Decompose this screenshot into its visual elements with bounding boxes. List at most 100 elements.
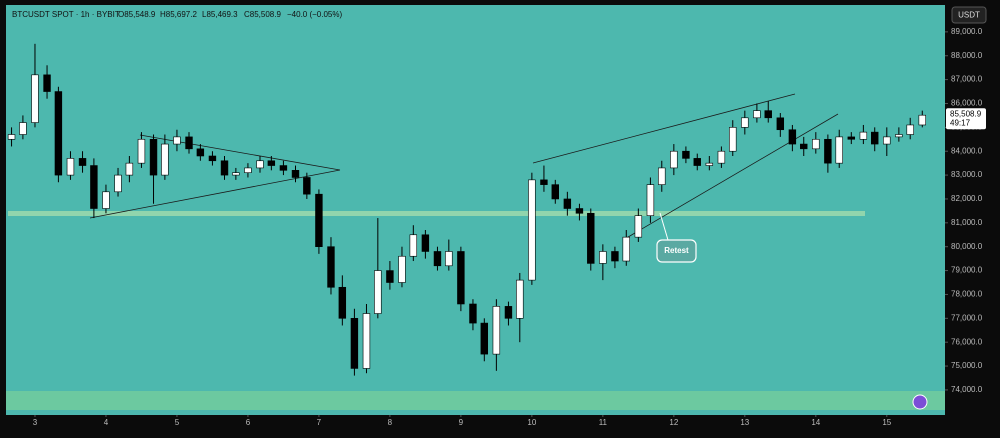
candle-body bbox=[185, 136, 193, 150]
y-tick-label: 87,000.0 bbox=[951, 75, 983, 84]
currency-button[interactable] bbox=[951, 6, 987, 24]
candle-body bbox=[634, 215, 643, 238]
candle-body bbox=[43, 74, 51, 92]
candle-body bbox=[800, 143, 808, 150]
y-tick-label: 78,000.0 bbox=[951, 290, 983, 299]
candle-body bbox=[741, 117, 749, 128]
candle-body bbox=[492, 306, 501, 355]
candle-body bbox=[232, 172, 240, 176]
x-tick-label: 3 bbox=[33, 418, 38, 427]
candle-body bbox=[575, 208, 584, 214]
callout-pointer bbox=[659, 212, 669, 241]
candle-body bbox=[528, 179, 536, 281]
x-tick-label: 5 bbox=[175, 418, 180, 427]
candle-body bbox=[682, 150, 690, 159]
candle-body bbox=[871, 131, 879, 145]
candle-body bbox=[125, 162, 134, 176]
candle-body bbox=[350, 318, 359, 369]
candle-body bbox=[256, 160, 264, 169]
candle-body bbox=[173, 136, 181, 145]
candle-body bbox=[611, 251, 619, 262]
ohlc-high: H85,697.2 bbox=[160, 10, 197, 19]
candle-body bbox=[824, 138, 832, 164]
candle-body bbox=[267, 160, 276, 166]
candle-body bbox=[551, 184, 560, 200]
y-tick-label: 81,000.0 bbox=[951, 218, 983, 227]
app-icon[interactable] bbox=[912, 394, 928, 410]
candle-body bbox=[812, 138, 820, 150]
candle-body bbox=[149, 138, 158, 176]
candle-body bbox=[338, 286, 347, 319]
candle-body bbox=[19, 122, 27, 135]
candle-body bbox=[386, 270, 394, 283]
y-tick-label: 89,000.0 bbox=[951, 27, 983, 36]
trendline bbox=[622, 113, 839, 241]
candle-body bbox=[563, 198, 572, 209]
candle-body bbox=[895, 134, 903, 138]
candle-body bbox=[622, 236, 630, 262]
candle-body bbox=[114, 174, 122, 193]
candle-body bbox=[480, 322, 489, 355]
x-tick-label: 7 bbox=[317, 418, 322, 427]
y-tick-label: 86,000.0 bbox=[951, 99, 983, 108]
candle-body bbox=[883, 136, 891, 145]
candle-body bbox=[327, 246, 335, 288]
candle-body bbox=[315, 193, 323, 248]
candle-body bbox=[906, 124, 914, 135]
y-tick-label: 84,000.0 bbox=[951, 146, 983, 155]
candle-body bbox=[220, 160, 229, 176]
plot-background bbox=[6, 5, 945, 415]
annotation: Retest bbox=[664, 246, 689, 255]
price-tag: 85,508.9 bbox=[950, 109, 982, 118]
candle-body bbox=[362, 313, 371, 369]
y-tick-label: 83,000.0 bbox=[951, 170, 983, 179]
candle-body bbox=[859, 131, 868, 140]
candle-body bbox=[516, 279, 524, 319]
x-tick-label: 9 bbox=[459, 418, 464, 427]
symbol: BTCUSDT SPOT · 1h · BYBIT bbox=[12, 10, 120, 19]
callout-box bbox=[656, 239, 697, 263]
level-band bbox=[8, 211, 865, 216]
trendline bbox=[532, 93, 796, 164]
candle-body bbox=[658, 167, 666, 185]
y-tick-label: 88,000.0 bbox=[951, 51, 983, 60]
ohlc-open: O85,548.9 bbox=[118, 10, 156, 19]
candle-body bbox=[78, 158, 87, 166]
currency[interactable]: USDT bbox=[958, 11, 980, 20]
x-tick-label: 10 bbox=[527, 418, 536, 427]
candle-body bbox=[54, 91, 63, 176]
candle-body bbox=[753, 110, 761, 119]
candle-body bbox=[599, 251, 607, 264]
candle-body bbox=[693, 158, 701, 166]
candle-body bbox=[540, 179, 548, 185]
candle-body bbox=[646, 184, 655, 216]
x-tick-label: 13 bbox=[740, 418, 749, 427]
candle-body bbox=[279, 165, 288, 171]
candle-body bbox=[7, 134, 16, 140]
candle-body bbox=[291, 170, 300, 178]
candle-body bbox=[776, 117, 785, 131]
candle-body bbox=[208, 155, 217, 162]
candle-body bbox=[161, 143, 169, 176]
candle-body bbox=[764, 110, 772, 119]
candle-body bbox=[421, 234, 430, 252]
candle-body bbox=[137, 138, 146, 164]
x-tick-label: 15 bbox=[882, 418, 891, 427]
candle-body bbox=[717, 150, 726, 164]
candle-body bbox=[729, 127, 737, 152]
x-tick-label: 14 bbox=[811, 418, 820, 427]
y-tick-label: 82,000.0 bbox=[951, 194, 983, 203]
candle-body bbox=[705, 162, 714, 166]
ohlc-change: −40.0 (−0.05%) bbox=[287, 10, 342, 19]
y-tick-label: 80,000.0 bbox=[951, 242, 983, 251]
candle-body bbox=[303, 177, 311, 195]
candle-body bbox=[847, 136, 856, 140]
candle-body bbox=[66, 158, 75, 176]
trendline bbox=[89, 169, 341, 219]
x-tick-label: 6 bbox=[246, 418, 251, 427]
zone-band bbox=[6, 391, 945, 410]
y-tick-label: 76,000.0 bbox=[951, 337, 983, 346]
x-tick-label: 11 bbox=[599, 418, 608, 427]
price-tag-box bbox=[946, 108, 986, 130]
